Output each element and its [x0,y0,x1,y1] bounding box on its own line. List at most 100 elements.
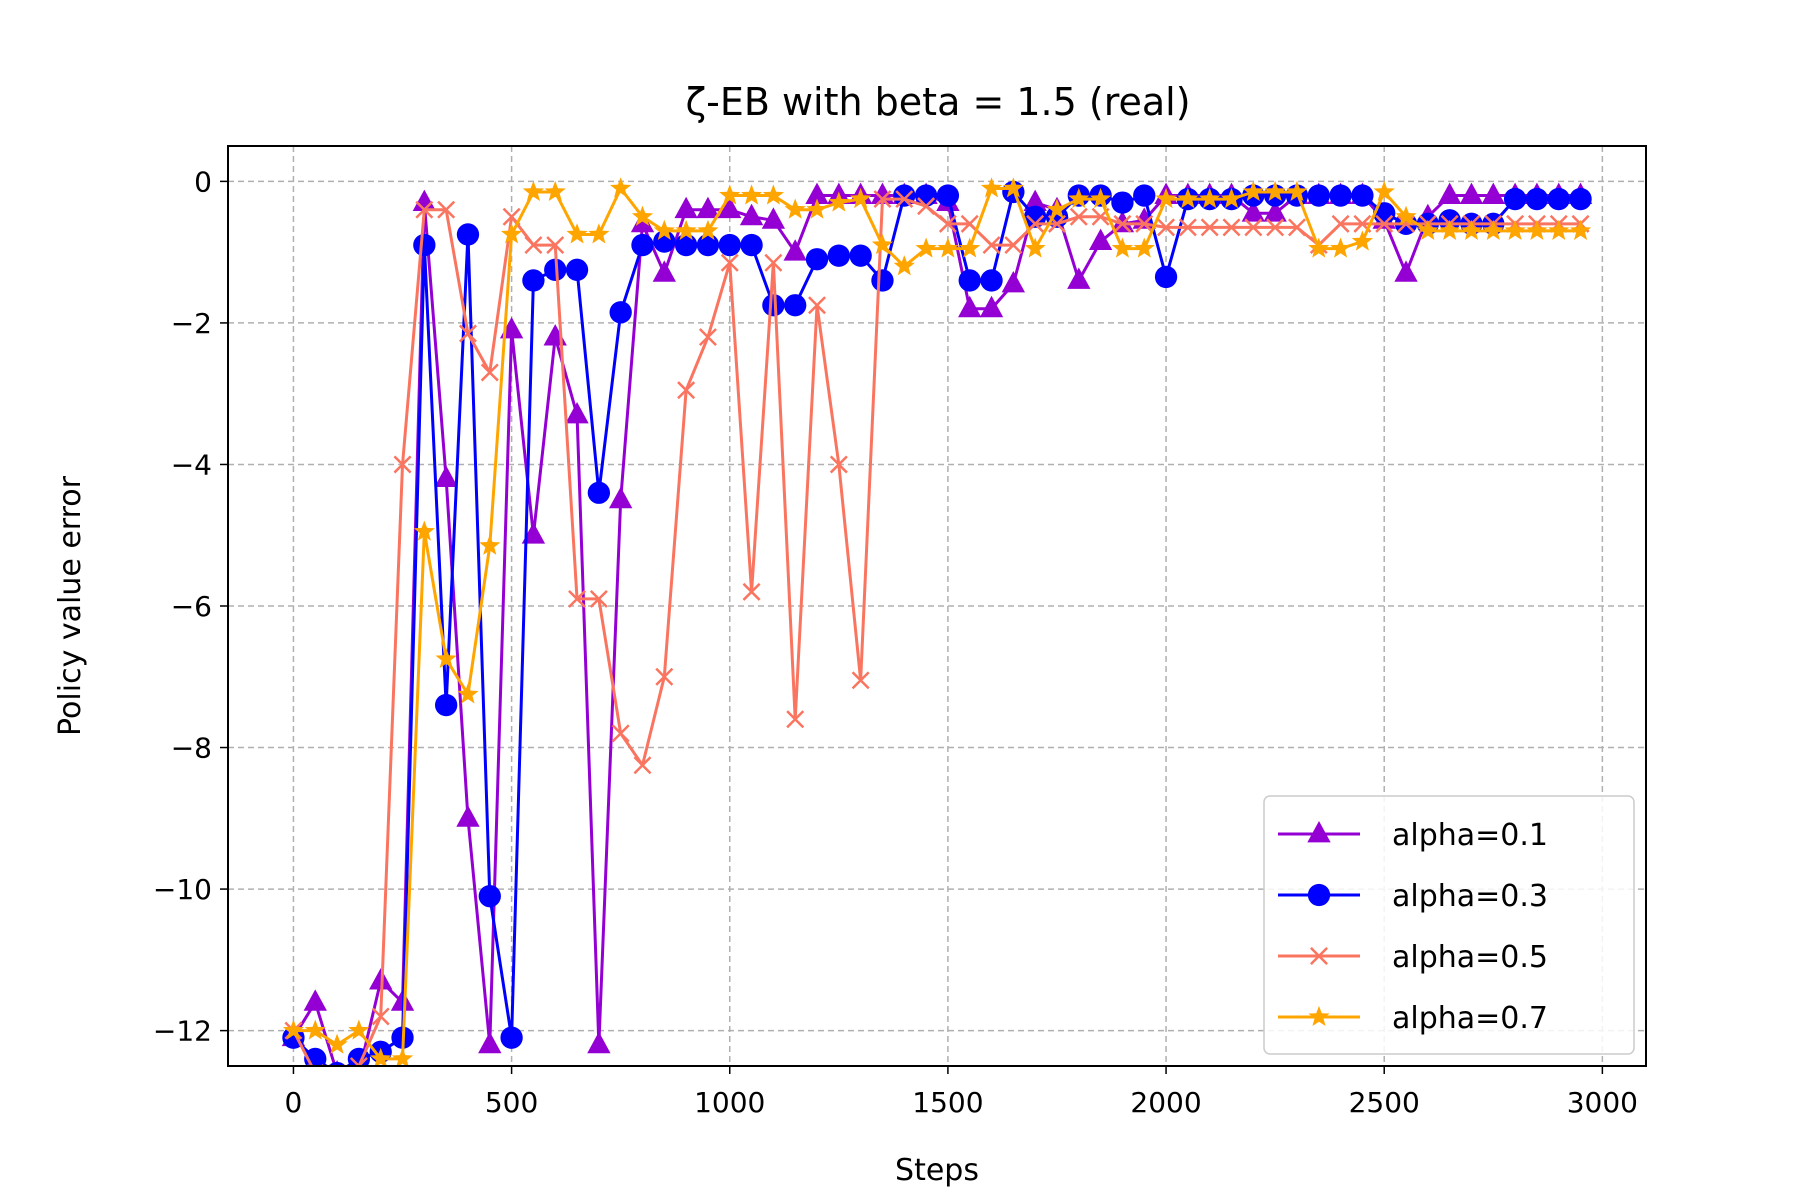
data-point [1026,214,1045,233]
data-point [1307,184,1330,207]
data-point [589,589,608,608]
data-point [1242,180,1264,202]
legend-entry: alpha=0.1 [1278,818,1548,853]
data-point [1157,218,1176,237]
data-point [1481,182,1505,204]
data-point [1004,236,1023,255]
x-tick-label: 2500 [1349,1086,1420,1119]
data-point [980,177,1003,198]
data-point [1199,187,1221,209]
data-point [979,295,1004,318]
data-point [1046,198,1068,219]
data-point [304,1019,326,1040]
legend-entry: alpha=0.7 [1278,1001,1548,1036]
series-group [281,177,1593,1066]
data-point [1154,265,1178,289]
data-point [1548,219,1570,240]
data-point [282,1019,305,1040]
data-point [674,196,698,219]
data-point [1067,267,1091,289]
data-point [434,465,458,488]
data-point [413,233,436,257]
data-point [1200,218,1219,237]
data-point [805,248,829,271]
data-point [1503,187,1527,211]
data-point [829,455,848,474]
data-point [808,296,826,315]
data-point [1504,219,1526,240]
data-point [917,197,936,216]
data-point [633,756,652,775]
data-point [1110,210,1135,233]
data-point [893,184,916,207]
data-point [412,189,437,212]
data-point [1222,218,1241,237]
data-point [458,324,477,343]
legend-label: alpha=0.5 [1392,940,1548,975]
data-point [1264,180,1286,202]
data-point [1133,184,1156,207]
data-point [611,724,630,743]
data-point [850,187,872,209]
legend-entry: alpha=0.5 [1278,940,1548,975]
data-point [457,683,479,704]
data-point [479,534,501,555]
data-point [565,258,589,282]
data-point [1113,214,1132,233]
data-point [698,328,717,347]
data-point [827,244,850,267]
data-point [674,233,698,257]
data-point [1394,260,1418,282]
data-point [1329,237,1352,258]
data-point [1526,219,1548,240]
data-point [720,253,739,272]
data-point [1266,218,1285,237]
data-point [1002,177,1024,198]
data-point [1351,184,1374,207]
data-point [1111,237,1134,258]
data-point [1241,200,1265,222]
data-point [1286,180,1308,202]
data-point [1395,205,1417,226]
data-point [936,184,960,207]
data-point [609,301,632,324]
y-tick-label: −2 [171,307,212,340]
data-point [740,233,763,257]
data-point [1439,219,1461,240]
data-point [1460,219,1483,240]
data-point [631,205,654,226]
data-point [521,522,546,544]
data-point [566,223,588,244]
data-point [370,1047,392,1066]
data-point [1068,187,1090,209]
data-point [873,190,892,209]
data-point [435,647,457,669]
data-point [478,1031,502,1054]
data-point [893,255,915,276]
series-line [292,197,1581,1066]
x-tick-label: 1500 [912,1086,983,1119]
legend-label: alpha=0.7 [1392,1001,1548,1036]
data-point [895,190,914,209]
data-point [761,207,786,229]
x-tick-label: 3000 [1567,1086,1638,1119]
legend-box [1263,795,1635,1055]
data-point [1069,207,1088,226]
data-point [500,1026,523,1049]
y-tick-label: −6 [171,590,212,623]
data-point [413,520,435,541]
data-point [1547,187,1570,211]
data-point [719,184,741,205]
x-tick-label: 1000 [694,1086,765,1119]
data-point [478,884,501,908]
series-alpha=0.3 [282,180,1592,1066]
data-point [653,219,675,240]
data-point [328,1061,346,1066]
data-point [1525,187,1549,211]
data-point [718,233,741,257]
legend-marker [1307,821,1331,843]
data-point [1351,230,1374,251]
data-point [349,1057,368,1066]
series-alpha=0.5 [284,190,1590,1066]
